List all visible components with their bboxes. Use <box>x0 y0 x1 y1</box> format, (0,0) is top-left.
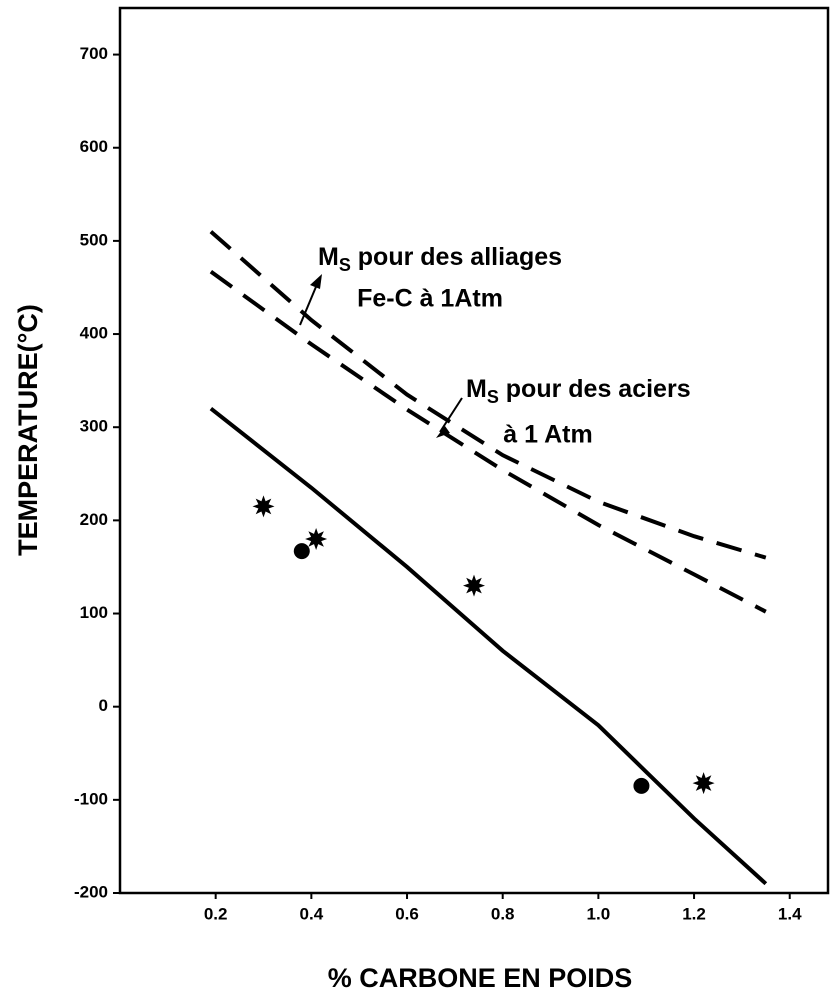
y-tick-label: 400 <box>80 324 108 343</box>
x-tick-label: 0.4 <box>300 904 324 923</box>
line <box>209 407 768 886</box>
arrow <box>439 397 463 433</box>
annotation-main: M <box>466 375 487 403</box>
circle-point <box>633 777 650 794</box>
x-tick-label: 0.2 <box>204 904 228 923</box>
y-tick-label: 300 <box>80 417 108 436</box>
star-point <box>252 495 275 518</box>
y-tick-label: 100 <box>80 603 108 622</box>
x-axis-label: % CARBONE EN POIDS <box>328 963 633 993</box>
star-point <box>463 574 485 597</box>
y-tick-label: 200 <box>80 510 108 529</box>
y-tick-label: 500 <box>80 230 108 249</box>
annotation-text: à 1 Atm <box>503 421 592 449</box>
annotation: MS pour des aciers <box>466 375 691 407</box>
x-tick-label: 1.2 <box>682 904 706 923</box>
arrow <box>299 281 319 326</box>
y-axis-label: TEMPERATURE(°C) <box>13 304 43 556</box>
y-tick-label: 700 <box>80 44 108 63</box>
x-tick-label: 0.6 <box>395 904 419 923</box>
annotation-text: pour des alliages <box>351 243 562 271</box>
y-tick-label: -100 <box>74 789 108 808</box>
arrowhead <box>310 274 322 289</box>
circle-point <box>293 543 310 560</box>
line <box>209 270 767 614</box>
y-tick-label: -200 <box>74 882 108 901</box>
line <box>209 230 767 560</box>
annotation-sub: S <box>487 387 499 407</box>
star-point <box>692 772 715 795</box>
annotation-sub: S <box>339 255 351 275</box>
annotation-text: pour des aciers <box>499 375 691 403</box>
plot-frame <box>118 6 830 895</box>
star-point <box>305 528 328 550</box>
y-tick-label: 600 <box>80 137 108 156</box>
x-tick-label: 0.8 <box>491 904 515 923</box>
x-tick-label: 1.4 <box>778 904 802 923</box>
x-tick-label: 1.0 <box>587 904 611 923</box>
annotation-text: Fe-C à 1Atm <box>357 285 503 313</box>
annotation-main: M <box>318 243 339 271</box>
annotation: MS pour des alliages <box>318 243 562 275</box>
y-tick-label: 0 <box>99 696 108 715</box>
